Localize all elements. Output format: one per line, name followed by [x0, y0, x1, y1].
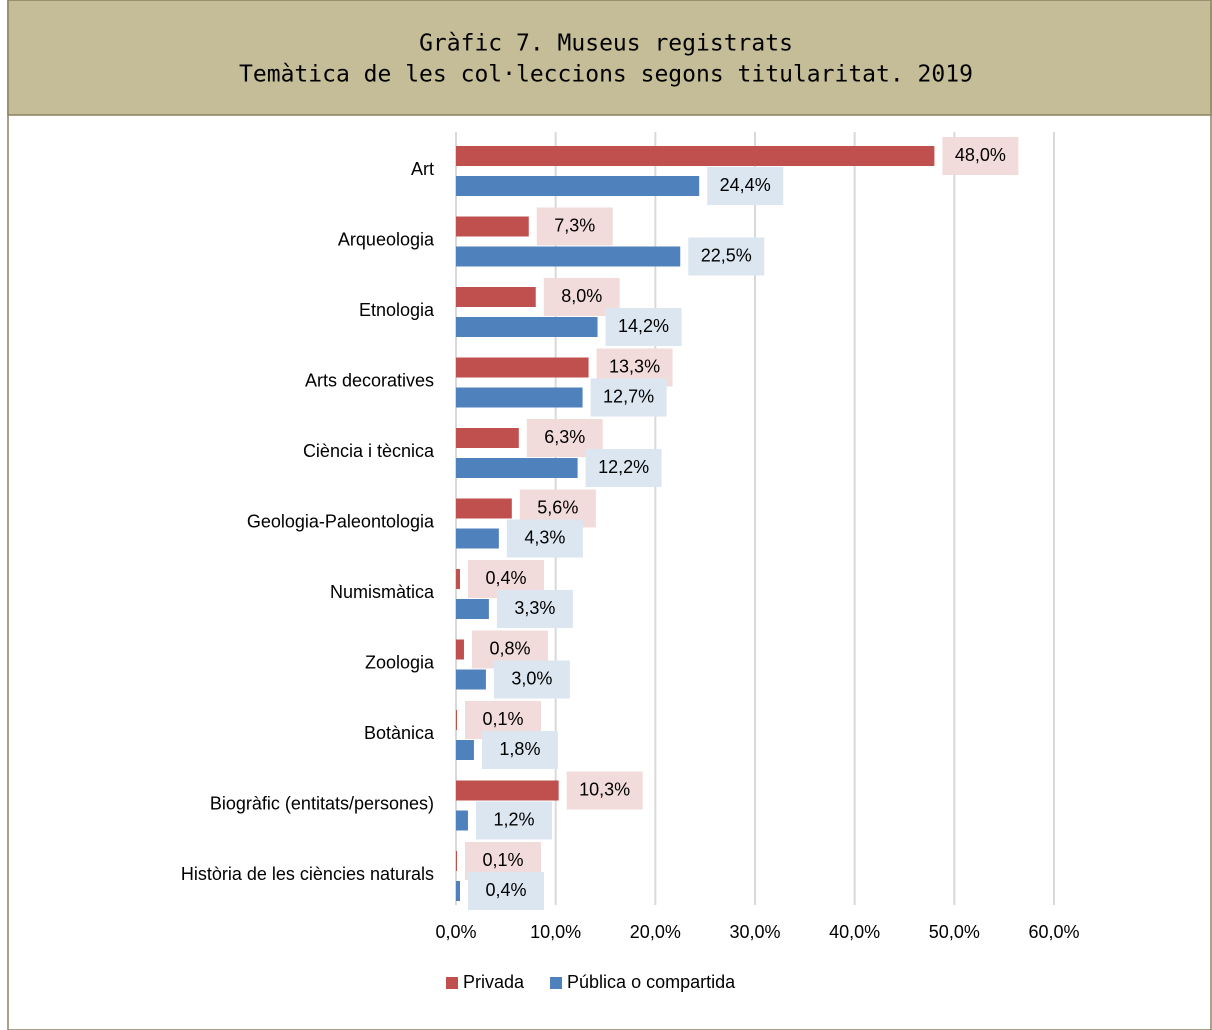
y-tick-label: Zoologia: [365, 652, 435, 672]
y-tick-label: Biogràfic (entitats/persones): [210, 793, 434, 813]
value-label: 8,0%: [561, 286, 602, 306]
value-label-bg: [493, 660, 570, 699]
bar: [456, 458, 578, 478]
value-label: 24,4%: [720, 175, 771, 195]
legend-swatch: [446, 977, 458, 989]
bar: [456, 740, 474, 760]
value-label: 13,3%: [609, 356, 660, 376]
value-label-bg: [688, 237, 765, 276]
value-label-bg: [605, 308, 682, 346]
bar: [456, 881, 460, 901]
bar: [456, 216, 529, 237]
value-label: 0,1%: [482, 850, 523, 870]
y-tick-label: Història de les ciències naturals: [181, 864, 434, 884]
value-label: 4,3%: [524, 527, 565, 547]
value-label: 0,8%: [489, 638, 530, 658]
value-label: 0,4%: [485, 880, 526, 900]
x-tick-label: 50,0%: [929, 922, 980, 942]
bar: [456, 710, 457, 730]
bar: [456, 780, 559, 801]
bar: [456, 851, 457, 871]
value-label-bg: [467, 872, 544, 910]
chart-subtitle: Temàtica de les col·leccions segons titu…: [239, 62, 973, 88]
legend-label: Privada: [463, 972, 525, 992]
value-label: 6,3%: [544, 427, 585, 447]
value-label-bg: [496, 590, 573, 628]
y-tick-label: Botànica: [364, 723, 435, 743]
value-label-bg: [566, 771, 643, 810]
bar: [456, 246, 681, 267]
chart-title: Gràfic 7. Museus registrats: [419, 31, 793, 57]
bar: [456, 669, 486, 690]
value-label: 5,6%: [537, 497, 578, 517]
bar: [456, 599, 489, 619]
x-tick-label: 0,0%: [435, 922, 476, 942]
bar: [456, 387, 583, 408]
y-tick-label: Ciència i tècnica: [303, 441, 435, 461]
value-label-bg: [475, 801, 552, 840]
value-label-bg: [585, 449, 662, 487]
y-tick-label: Art: [411, 159, 434, 179]
value-label: 48,0%: [955, 145, 1006, 165]
value-label: 3,0%: [511, 668, 552, 688]
value-label-bg: [942, 137, 1019, 175]
legend-label: Pública o compartida: [567, 972, 736, 992]
y-tick-label: Etnologia: [359, 300, 435, 320]
legend-swatch: [550, 977, 563, 989]
x-tick-label: 20,0%: [630, 922, 681, 942]
value-label: 14,2%: [618, 316, 669, 336]
bar: [456, 639, 464, 660]
value-label: 12,2%: [598, 457, 649, 477]
value-label: 10,3%: [579, 779, 630, 799]
x-tick-label: 40,0%: [829, 922, 880, 942]
bar: [456, 569, 460, 589]
value-label: 1,2%: [493, 809, 534, 829]
bar: [456, 176, 700, 196]
value-label: 0,1%: [482, 709, 523, 729]
y-tick-label: Arts decoratives: [305, 370, 434, 390]
x-tick-label: 10,0%: [530, 922, 581, 942]
value-label: 1,8%: [499, 739, 540, 759]
bar: [456, 146, 935, 166]
header: [7, 0, 1212, 116]
bar: [456, 810, 468, 831]
x-tick-label: 30,0%: [729, 922, 780, 942]
value-label: 7,3%: [554, 215, 595, 235]
bar: [456, 498, 512, 519]
y-tick-label: Arqueologia: [338, 229, 435, 249]
y-tick-label: Numismàtica: [330, 582, 435, 602]
y-tick-label: Geologia-Paleontologia: [247, 511, 435, 531]
value-label-bg: [506, 519, 583, 558]
value-label: 0,4%: [485, 568, 526, 588]
value-label-bg: [590, 378, 667, 417]
value-label-bg: [481, 731, 558, 769]
bar: [456, 428, 519, 448]
bar: [456, 317, 598, 337]
bar: [456, 528, 499, 549]
x-tick-label: 60,0%: [1028, 922, 1079, 942]
bar: [456, 357, 589, 378]
value-label: 3,3%: [514, 598, 555, 618]
value-label-bg: [536, 207, 613, 246]
value-label: 22,5%: [701, 245, 752, 265]
value-label: 12,7%: [603, 386, 654, 406]
value-label-bg: [707, 167, 784, 205]
bar: [456, 287, 536, 307]
